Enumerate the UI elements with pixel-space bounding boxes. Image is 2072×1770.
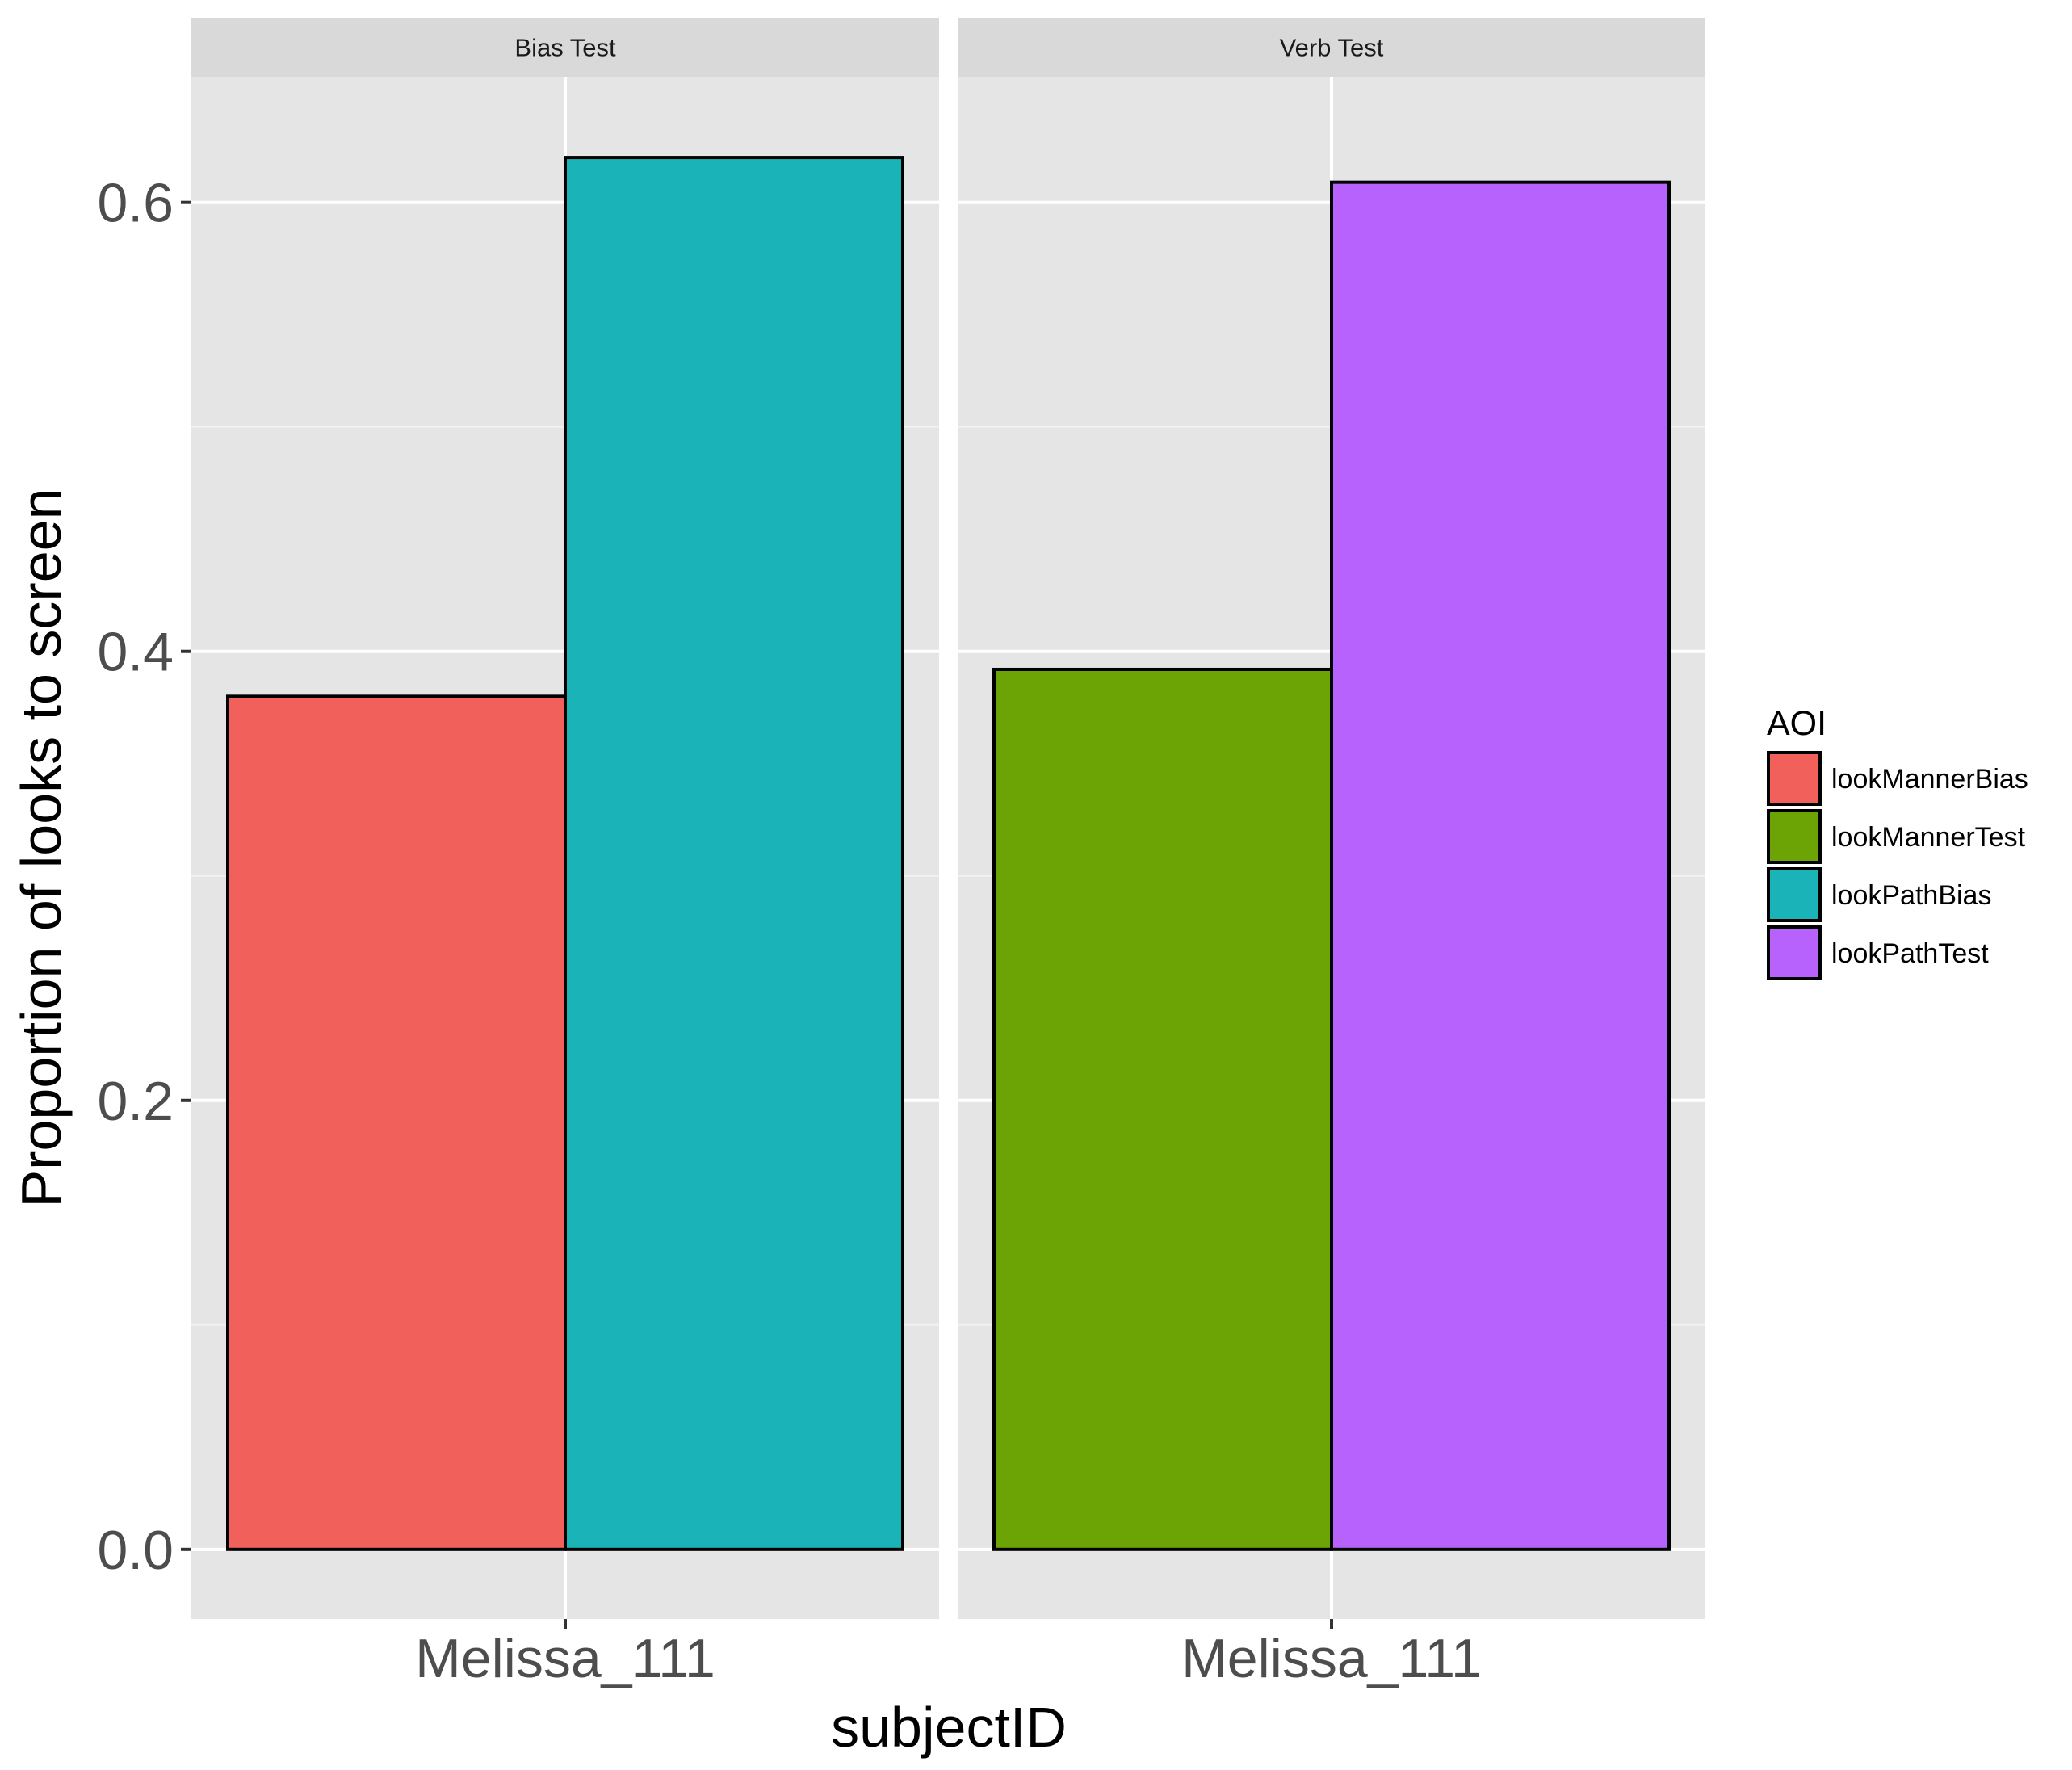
bar-lookMannerTest bbox=[992, 667, 1333, 1551]
legend-swatch-lookMannerTest bbox=[1767, 809, 1822, 864]
facet-title: Verb Test bbox=[1280, 34, 1384, 62]
x-tick-label: Melissa_111 bbox=[415, 1628, 715, 1689]
y-tick-label: 0.4 bbox=[97, 622, 174, 683]
legend-label: lookMannerBias bbox=[1831, 764, 2028, 795]
bar-lookPathBias bbox=[564, 156, 904, 1551]
y-tick-label: 0.0 bbox=[97, 1520, 174, 1581]
facet-strip bbox=[191, 18, 939, 77]
legend-swatch-lookPathTest bbox=[1767, 925, 1822, 980]
x-axis-title: subjectID bbox=[831, 1696, 1067, 1759]
y-axis-title: Proportion of looks to screen bbox=[10, 488, 73, 1207]
facet-strip bbox=[958, 18, 1705, 77]
bar-lookMannerBias bbox=[226, 694, 567, 1551]
legend-label: lookMannerTest bbox=[1831, 822, 2026, 853]
legend-label: lookPathTest bbox=[1831, 938, 1989, 969]
legend-label: lookPathBias bbox=[1831, 880, 1991, 911]
facet-title: Bias Test bbox=[514, 34, 616, 62]
legend-title: AOI bbox=[1767, 704, 1827, 743]
legend-swatch-lookMannerBias bbox=[1767, 751, 1822, 806]
x-tick-label: Melissa_111 bbox=[1181, 1628, 1482, 1689]
y-tick-label: 0.6 bbox=[97, 173, 174, 234]
y-tick-label: 0.2 bbox=[97, 1071, 174, 1132]
bar-lookPathTest bbox=[1330, 180, 1671, 1551]
legend-swatch-lookPathBias bbox=[1767, 867, 1822, 922]
